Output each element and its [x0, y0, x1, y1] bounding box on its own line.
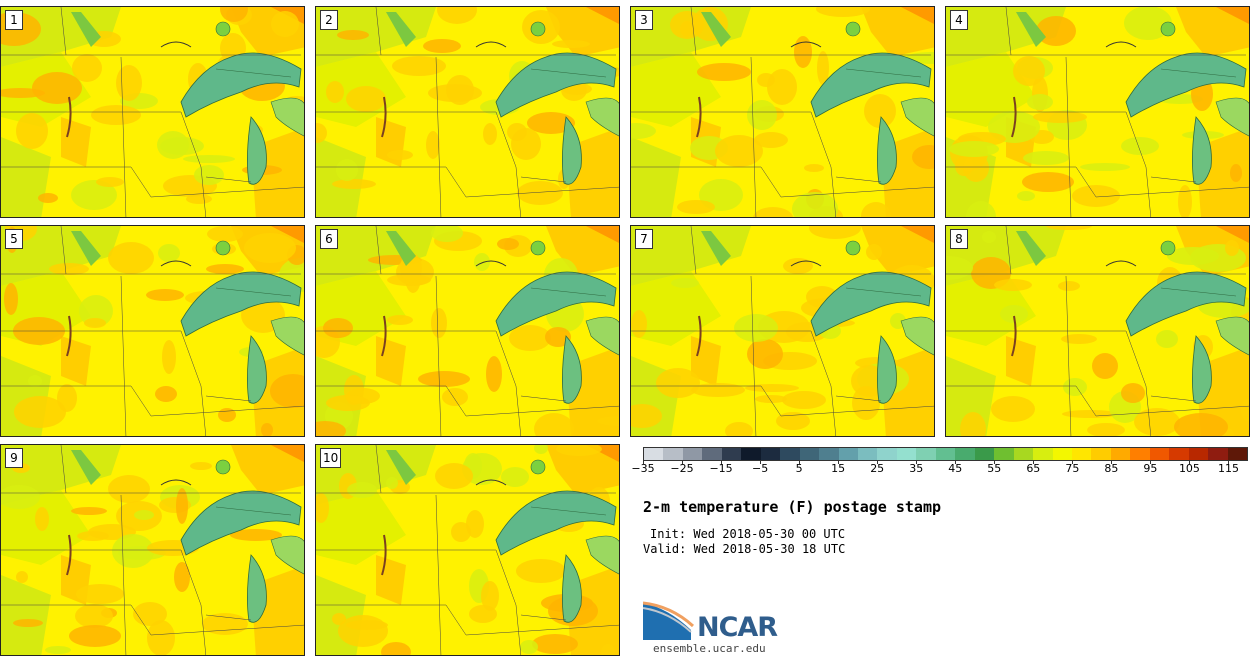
ensemble-member-map: 6 [315, 225, 620, 437]
ncar-logo-text: NCAR [697, 612, 778, 643]
colorbar-tick-label: −25 [670, 462, 694, 475]
site-url: ensemble.ucar.edu [653, 642, 766, 655]
colorbar-tickmark [682, 460, 684, 464]
member-number-label: 2 [320, 10, 338, 30]
colorbar-tickmark [760, 460, 762, 464]
colorbar-swatch [702, 448, 722, 460]
colorbar-swatch [955, 448, 975, 460]
colorbar-swatch [935, 448, 956, 460]
colorbar-swatch [1033, 448, 1053, 460]
colorbar-swatch [682, 448, 703, 460]
colorbar-tickmark [1228, 460, 1230, 464]
colorbar-swatch [819, 448, 839, 460]
colorbar-tick-label: 85 [1104, 462, 1119, 475]
ensemble-member-map: 5 [0, 225, 305, 437]
colorbar-swatch [644, 448, 664, 460]
colorbar-tickmark [916, 460, 918, 464]
colorbar-tickmark [1150, 460, 1152, 464]
colorbar-tick-label: 15 [831, 462, 846, 475]
colorbar-swatch [741, 448, 761, 460]
colorbar-tick-label: 95 [1143, 462, 1158, 475]
colorbar-tick-label: −35 [631, 462, 655, 475]
colorbar-swatch [1169, 448, 1189, 460]
member-number-label: 6 [320, 229, 338, 249]
colorbar-tickmark [799, 460, 801, 464]
colorbar-swatch [838, 448, 858, 460]
colorbar-swatch [916, 448, 936, 460]
init-time: Init: Wed 2018-05-30 00 UTC [650, 527, 846, 541]
colorbar-swatch [1052, 448, 1072, 460]
colorbar-swatch [760, 448, 781, 460]
colorbar-swatch [1188, 448, 1209, 460]
ensemble-member-map: 1 [0, 6, 305, 218]
colorbar-tickmark [1189, 460, 1191, 464]
colorbar-swatch [1091, 448, 1111, 460]
colorbar-tick-label: 115 [1217, 462, 1239, 475]
colorbar-tickmark [1033, 460, 1035, 464]
colorbar-tickmark [1111, 460, 1113, 464]
member-number-label: 1 [5, 10, 23, 30]
ensemble-member-map: 2 [315, 6, 620, 218]
member-number-label: 4 [950, 10, 968, 30]
member-number-label: 9 [5, 448, 23, 468]
colorbar-tick-label: −15 [709, 462, 733, 475]
ensemble-member-map: 4 [945, 6, 1250, 218]
member-number-label: 3 [635, 10, 653, 30]
ensemble-member-map: 10 [315, 444, 620, 656]
colorbar-swatch [1110, 448, 1131, 460]
ensemble-member-map: 9 [0, 444, 305, 656]
colorbar-swatch [896, 448, 917, 460]
colorbar-tickmark [877, 460, 879, 464]
ensemble-member-map: 8 [945, 225, 1250, 437]
colorbar-tickmark [838, 460, 840, 464]
colorbar-swatch [1208, 448, 1228, 460]
ensemble-member-map: 7 [630, 225, 935, 437]
colorbar-swatch [1227, 448, 1248, 460]
colorbar-tickmark [994, 460, 996, 464]
colorbar-swatch [1071, 448, 1092, 460]
colorbar-swatch [1130, 448, 1150, 460]
colorbar-tick-label: −5 [751, 462, 769, 475]
colorbar-swatch [1013, 448, 1034, 460]
member-number-label: 10 [320, 448, 342, 468]
colorbar-tickmark [1072, 460, 1074, 464]
colorbar-swatch [974, 448, 995, 460]
colorbar-swatch [780, 448, 800, 460]
colorbar-tickmark [643, 460, 644, 464]
colorbar-tick-label: 105 [1178, 462, 1200, 475]
colorbar-tick-label: 35 [909, 462, 924, 475]
valid-time: Valid: Wed 2018-05-30 18 UTC [643, 542, 846, 556]
colorbar-tick-label: 75 [1065, 462, 1080, 475]
map-title: 2-m temperature (F) postage stamp [643, 498, 942, 516]
colorbar-swatch [663, 448, 683, 460]
colorbar-swatch [799, 448, 820, 460]
colorbar-swatch [1149, 448, 1170, 460]
colorbar-tick-label: 65 [1026, 462, 1041, 475]
ensemble-member-map: 3 [630, 6, 935, 218]
colorbar-tickmark [955, 460, 957, 464]
colorbar-ticks: −35 −25 −15 −5 5 15 25 35 45 55 65 75 85 95 105 115 [631, 460, 1248, 482]
colorbar-tick-label: 55 [987, 462, 1002, 475]
ncar-logo-icon [643, 601, 695, 640]
colorbar-tick-label: 25 [870, 462, 885, 475]
member-number-label: 5 [5, 229, 23, 249]
colorbar-tick-label: 45 [948, 462, 963, 475]
colorbar-swatch [857, 448, 878, 460]
colorbar-tick-label: 5 [795, 462, 803, 475]
member-number-label: 8 [950, 229, 968, 249]
colorbar-swatch [877, 448, 897, 460]
colorbar-swatch [994, 448, 1014, 460]
colorbar-tickmark [721, 460, 723, 464]
member-number-label: 7 [635, 229, 653, 249]
colorbar-swatch [721, 448, 742, 460]
temperature-colorbar [643, 447, 1248, 461]
